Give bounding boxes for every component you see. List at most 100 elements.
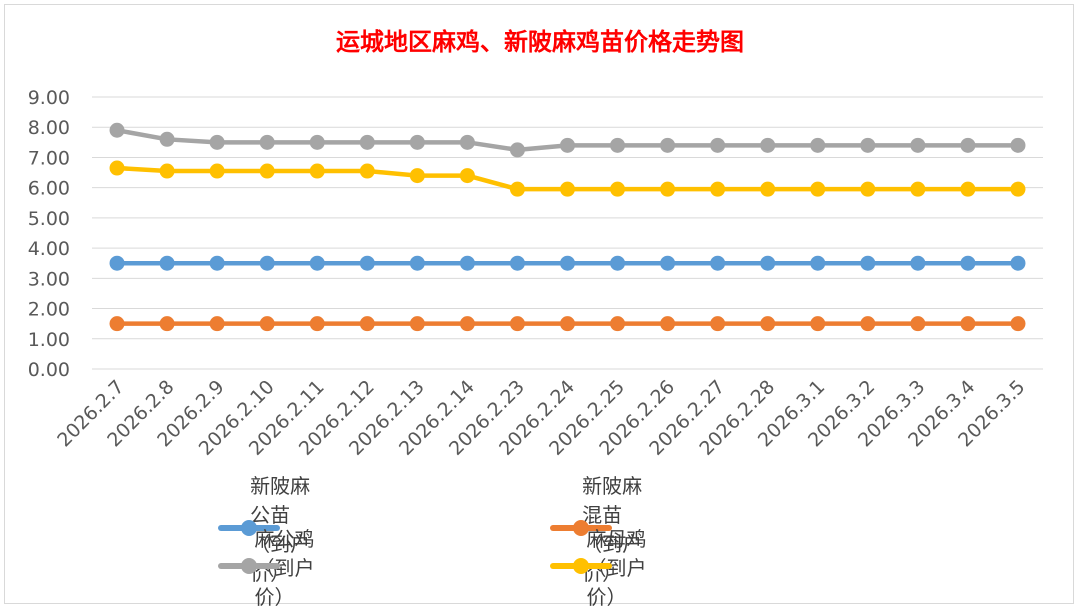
data-point bbox=[309, 163, 325, 179]
data-point bbox=[910, 181, 926, 197]
legend-item: 新陂麻公苗（到户价） bbox=[218, 474, 328, 585]
data-point bbox=[209, 316, 225, 332]
data-point bbox=[409, 168, 425, 184]
data-point bbox=[910, 316, 926, 332]
data-point bbox=[259, 134, 275, 150]
data-point bbox=[509, 142, 525, 158]
data-point bbox=[309, 316, 325, 332]
data-point bbox=[109, 316, 125, 332]
data-point bbox=[710, 181, 726, 197]
data-point bbox=[509, 181, 525, 197]
data-point bbox=[159, 255, 175, 271]
data-point bbox=[660, 181, 676, 197]
data-point bbox=[660, 255, 676, 271]
y-tick-label: 8.00 bbox=[28, 117, 70, 139]
y-axis-ticks: 0.00 1.00 2.00 3.00 4.00 5.00 6.00 7.00 8.00 9.00 bbox=[28, 87, 70, 381]
data-point bbox=[359, 163, 375, 179]
legend-marker bbox=[241, 520, 257, 536]
data-point bbox=[1010, 137, 1026, 153]
y-tick-label: 1.00 bbox=[28, 329, 70, 351]
y-tick-label: 7.00 bbox=[28, 147, 70, 169]
y-tick-label: 3.00 bbox=[28, 268, 70, 290]
data-point bbox=[459, 255, 475, 271]
data-point bbox=[109, 255, 125, 271]
data-point bbox=[309, 255, 325, 271]
data-point bbox=[760, 255, 776, 271]
data-point bbox=[810, 255, 826, 271]
series-1 bbox=[109, 316, 1026, 332]
data-point bbox=[560, 316, 575, 332]
data-point bbox=[109, 160, 125, 176]
data-point bbox=[860, 181, 876, 197]
data-point bbox=[910, 255, 926, 271]
data-point bbox=[810, 137, 826, 153]
data-point bbox=[960, 316, 976, 332]
data-point bbox=[159, 163, 175, 179]
data-point bbox=[159, 131, 175, 147]
y-tick-label: 2.00 bbox=[28, 299, 70, 321]
legend-swatch bbox=[550, 551, 612, 581]
data-point bbox=[459, 168, 475, 184]
data-point bbox=[209, 163, 225, 179]
data-point bbox=[860, 316, 876, 332]
data-point bbox=[109, 122, 125, 138]
data-point bbox=[560, 255, 575, 271]
data-point bbox=[710, 316, 726, 332]
data-point bbox=[660, 316, 676, 332]
x-axis-ticks: 2026.2.72026.2.82026.2.92026.2.102026.2.… bbox=[53, 376, 1029, 460]
y-tick-label: 6.00 bbox=[28, 178, 70, 200]
data-point bbox=[610, 316, 626, 332]
data-point bbox=[560, 137, 575, 153]
y-tick-label: 5.00 bbox=[28, 208, 70, 230]
legend-swatch bbox=[550, 513, 612, 543]
data-point bbox=[610, 137, 626, 153]
data-point bbox=[1010, 316, 1026, 332]
data-point bbox=[910, 137, 926, 153]
data-point bbox=[359, 134, 375, 150]
data-point bbox=[810, 316, 826, 332]
data-point bbox=[459, 316, 475, 332]
data-point bbox=[259, 255, 275, 271]
legend-marker bbox=[573, 520, 589, 536]
legend-item: 麻母鸡（到户价） bbox=[550, 527, 660, 609]
data-point bbox=[1010, 255, 1026, 271]
legend-marker bbox=[573, 558, 589, 574]
data-point bbox=[610, 255, 626, 271]
data-point bbox=[660, 137, 676, 153]
data-point bbox=[810, 181, 826, 197]
y-tick-label: 0.00 bbox=[28, 359, 70, 381]
data-point bbox=[459, 134, 475, 150]
chart-frame bbox=[4, 4, 1074, 604]
data-point bbox=[960, 181, 976, 197]
data-point bbox=[209, 134, 225, 150]
data-point bbox=[710, 137, 726, 153]
y-tick-label: 9.00 bbox=[28, 87, 70, 109]
series-3 bbox=[109, 160, 1026, 197]
data-point bbox=[710, 255, 726, 271]
data-point bbox=[309, 134, 325, 150]
series-2 bbox=[109, 122, 1026, 158]
series-layer bbox=[109, 122, 1026, 332]
data-point bbox=[359, 255, 375, 271]
data-point bbox=[960, 255, 976, 271]
data-point bbox=[159, 316, 175, 332]
data-point bbox=[209, 255, 225, 271]
legend-swatch bbox=[218, 551, 280, 581]
data-point bbox=[359, 316, 375, 332]
data-point bbox=[610, 181, 626, 197]
data-point bbox=[860, 137, 876, 153]
data-point bbox=[259, 316, 275, 332]
series-0 bbox=[109, 255, 1026, 271]
data-point bbox=[760, 316, 776, 332]
data-point bbox=[409, 316, 425, 332]
data-point bbox=[760, 181, 776, 197]
data-point bbox=[560, 181, 575, 197]
data-point bbox=[1010, 181, 1026, 197]
legend-item: 麻公鸡（到户价） bbox=[218, 527, 328, 609]
legend-label: 新陂麻公苗（到户价） bbox=[250, 474, 311, 585]
y-tick-label: 4.00 bbox=[28, 238, 70, 260]
legend-label: 麻母鸡（到户价） bbox=[586, 526, 647, 609]
data-point bbox=[259, 163, 275, 179]
legend-swatch bbox=[218, 513, 280, 543]
